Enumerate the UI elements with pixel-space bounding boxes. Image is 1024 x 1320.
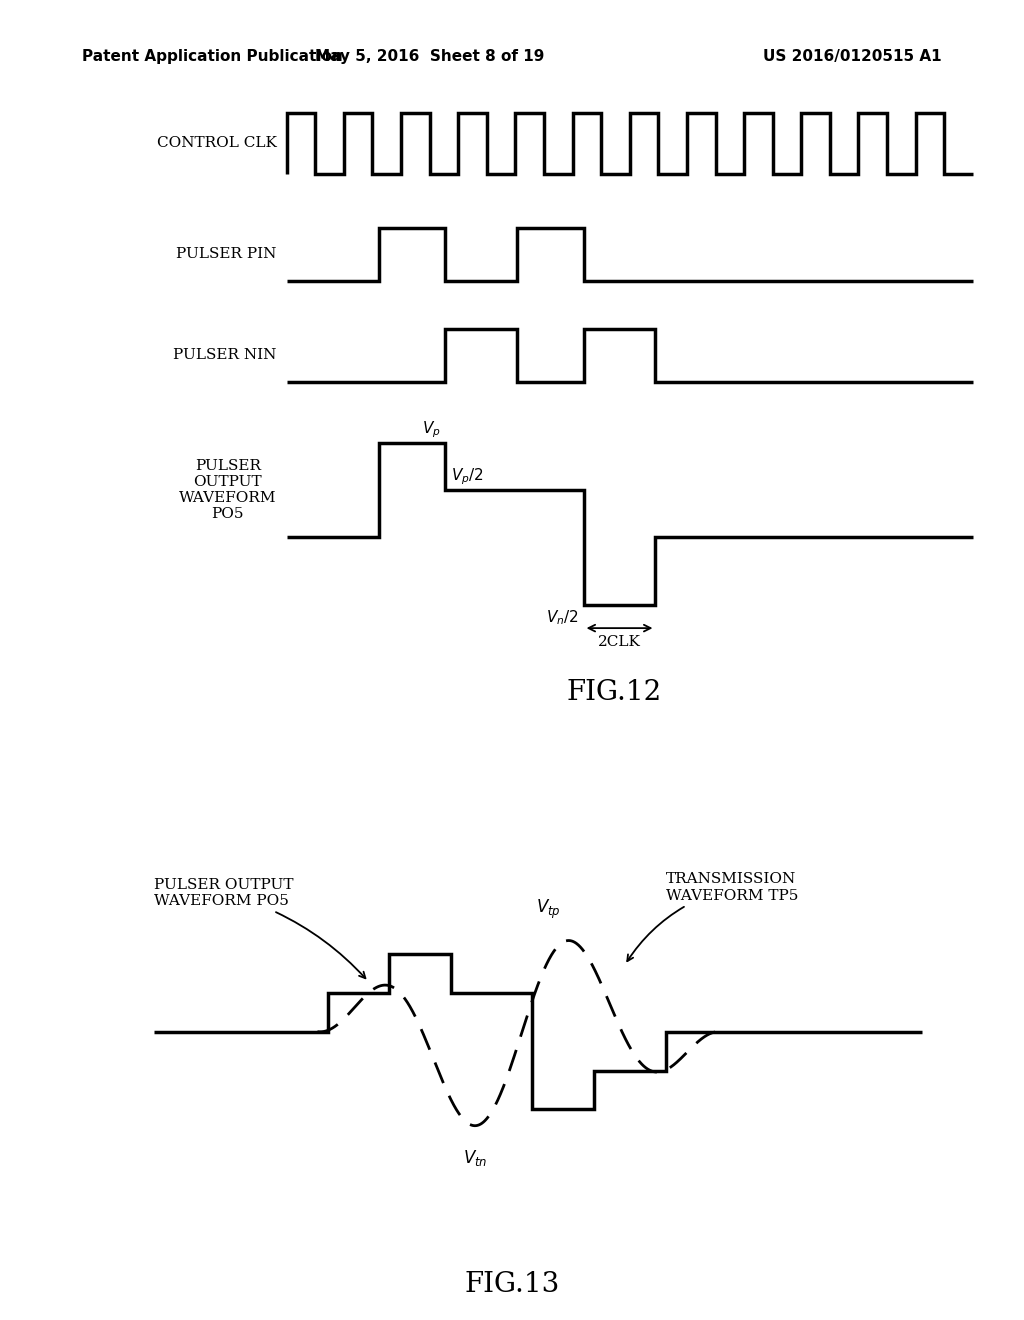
Text: CONTROL CLK: CONTROL CLK (157, 136, 276, 150)
Text: May 5, 2016  Sheet 8 of 19: May 5, 2016 Sheet 8 of 19 (315, 49, 545, 63)
Text: PULSER NIN: PULSER NIN (173, 348, 276, 363)
Text: Patent Application Publication: Patent Application Publication (82, 49, 343, 63)
Text: $V_{tn}$: $V_{tn}$ (463, 1148, 487, 1168)
Text: $V_p/2$: $V_p/2$ (451, 466, 483, 487)
Text: TRANSMISSION
WAVEFORM TP5: TRANSMISSION WAVEFORM TP5 (628, 873, 798, 961)
Text: $V_p$: $V_p$ (422, 418, 440, 440)
Text: $V_n/2$: $V_n/2$ (546, 609, 579, 627)
Text: FIG.12: FIG.12 (566, 678, 663, 706)
Text: US 2016/0120515 A1: US 2016/0120515 A1 (764, 49, 942, 63)
Text: PULSER PIN: PULSER PIN (176, 247, 276, 261)
Text: PULSER OUTPUT
WAVEFORM PO5: PULSER OUTPUT WAVEFORM PO5 (154, 878, 366, 978)
Text: FIG.13: FIG.13 (464, 1271, 560, 1298)
Text: $V_{tp}$: $V_{tp}$ (536, 898, 561, 921)
Text: 2CLK: 2CLK (598, 635, 641, 649)
Text: PULSER
OUTPUT
WAVEFORM
PO5: PULSER OUTPUT WAVEFORM PO5 (179, 459, 276, 521)
